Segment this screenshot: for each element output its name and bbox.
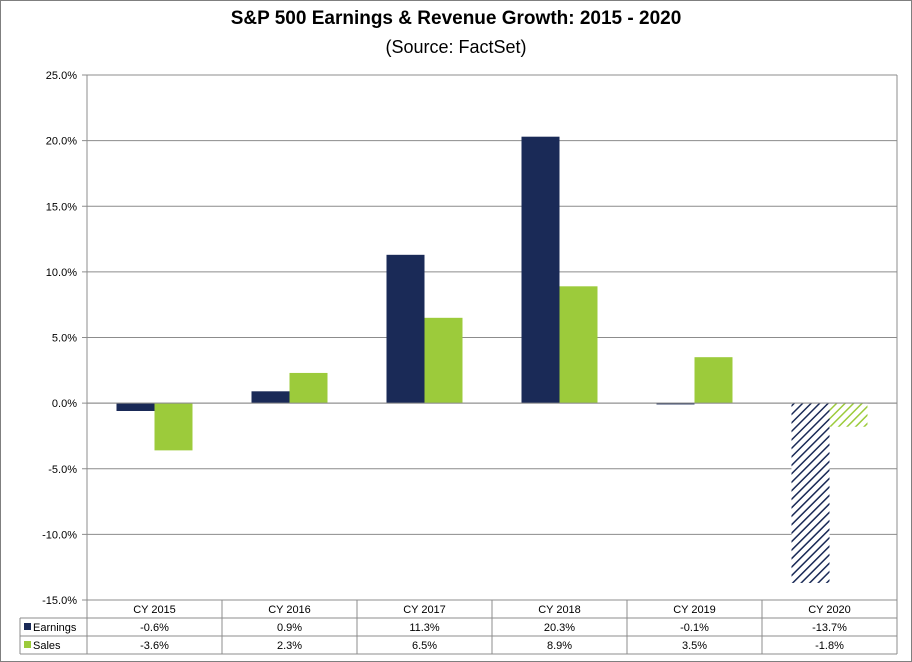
earnings-bar-cy-2016: [251, 391, 290, 404]
sales-bar-cy-2017: [424, 317, 463, 404]
x-category-label: CY 2016: [268, 604, 311, 616]
sales-bar-cy-2016: [289, 372, 328, 404]
earnings-bar-cy-2020: [791, 403, 830, 583]
x-category-label: CY 2018: [538, 604, 581, 616]
earnings-bar-cy-2015: [116, 403, 155, 411]
y-tick-label: -10.0%: [42, 529, 77, 541]
sales-bar-cy-2019: [694, 357, 733, 404]
y-axis: 25.0% 20.0% 15.0% 10.0% 5.0% 0.0% -5.0% -10.0% -…: [42, 70, 87, 607]
legend-swatch-sales: [24, 641, 31, 648]
legend-label-earnings: Earnings: [33, 622, 77, 634]
y-tick-label: 10.0%: [46, 267, 77, 279]
data-label: 2.3%: [277, 640, 302, 652]
data-label: 11.3%: [409, 622, 440, 634]
earnings-bar-cy-2019: [656, 403, 695, 405]
sales-bar-cy-2018: [559, 286, 598, 404]
data-label: -13.7%: [812, 622, 847, 634]
chart-title: S&P 500 Earnings & Revenue Growth: 2015 …: [230, 8, 682, 29]
y-tick-label: 5.0%: [52, 333, 77, 345]
y-tick-label: 25.0%: [46, 70, 77, 82]
gridlines: [87, 74, 898, 601]
data-label: -0.6%: [140, 622, 169, 634]
x-category-label: CY 2015: [133, 604, 176, 616]
chart-subtitle: (Source: FactSet): [385, 37, 527, 57]
data-label: 20.3%: [544, 622, 575, 634]
y-tick-label: -15.0%: [42, 595, 77, 607]
y-tick-label: 0.0%: [52, 398, 77, 410]
data-label: 6.5%: [412, 640, 437, 652]
x-category-label: CY 2019: [673, 604, 716, 616]
earnings-bar-cy-2017: [386, 254, 425, 404]
bars: [87, 136, 897, 583]
data-label: 3.5%: [682, 640, 707, 652]
data-label: 0.9%: [277, 622, 302, 634]
data-label: -0.1%: [680, 622, 709, 634]
data-label: -1.8%: [815, 640, 844, 652]
data-label: 8.9%: [547, 640, 572, 652]
x-category-label: CY 2017: [403, 604, 446, 616]
legend-swatch-earnings: [24, 623, 31, 630]
data-label: -3.6%: [140, 640, 169, 652]
legend-label-sales: Sales: [33, 640, 61, 652]
y-tick-label: 20.0%: [46, 136, 77, 148]
y-tick-label: -5.0%: [48, 464, 77, 476]
data-table: CY 2015 CY 2016 CY 2017 CY 2018 CY 2019 CY 20…: [19, 75, 898, 655]
x-category-label: CY 2020: [808, 604, 851, 616]
sales-bar-cy-2015: [154, 403, 193, 451]
earnings-bar-cy-2018: [521, 136, 560, 404]
y-tick-label: 15.0%: [46, 201, 77, 213]
sales-bar-cy-2020: [829, 403, 868, 427]
